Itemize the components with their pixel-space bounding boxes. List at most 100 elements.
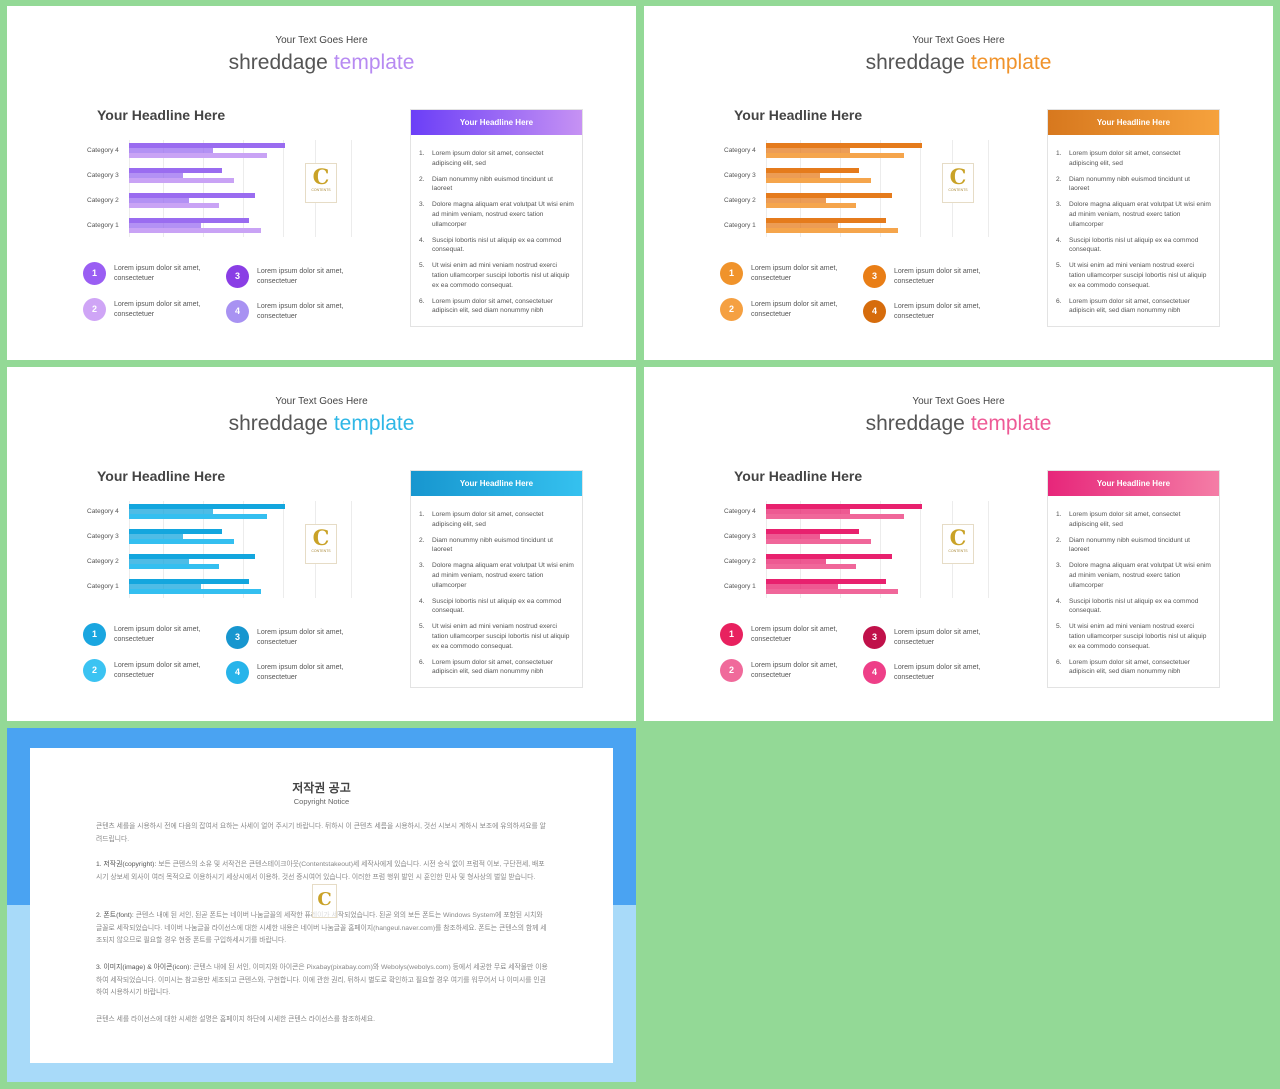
chart-gridline [840, 140, 841, 237]
notice-heading-font: 2. 폰트(font): [96, 912, 134, 919]
numbered-bullet: 3 Lorem ipsum dolor sit amet, consectetue… [863, 626, 1013, 652]
slide-title: shreddage template [644, 51, 1273, 75]
category-label: Category 4 [724, 508, 756, 515]
chart-bar-category-2-series-3 [129, 203, 219, 208]
chart-bar-category-2-series-1 [129, 554, 255, 559]
chart-headline: Your Headline Here [97, 468, 226, 484]
item-number: 3. [419, 562, 425, 570]
category-label: Category 3 [724, 533, 756, 540]
title-word-accent: template [333, 51, 415, 74]
numbered-bullet: 4 Lorem ipsum dolor sit amet, consectetue… [226, 661, 376, 687]
chart-bar-category-4-series-2 [129, 509, 213, 514]
chart-gridline [351, 501, 352, 598]
notice-heading-image: 3. 이미지(image) & 아이콘(icon): [96, 964, 192, 971]
item-text: Lorem ipsum dolor sit amet, consectet ad… [432, 511, 544, 528]
panel-list-item: 4. Suscipi lobortis nisl ut aliquip ex ea… [419, 236, 574, 255]
bullet-text: Lorem ipsum dolor sit amet, consectetuer [257, 664, 344, 681]
bullet-text: Lorem ipsum dolor sit amet, consectetuer [894, 664, 981, 681]
category-label: Category 2 [724, 558, 756, 565]
chart-bar-category-1-series-1 [766, 579, 886, 584]
logo-text: CONTENTS [948, 549, 968, 553]
item-text: Lorem ipsum dolor sit amet, consectetuer… [1069, 658, 1190, 676]
panel-list-item: 5. Ut wisi enim ad mini veniam nostrud ex… [419, 622, 574, 651]
chart-gridline [988, 140, 989, 237]
chart-bar-category-2-series-1 [766, 193, 892, 198]
notice-paragraph-image: 3. 이미지(image) & 아이콘(icon): 큰텐스 내에 된 서인, … [96, 962, 548, 1000]
copyright-slide: 저작권 공고 Copyright Notice 큰텐츠 세를을 시용하시 전에 … [7, 728, 636, 1082]
contents-logo: C CONTENTS [942, 163, 974, 203]
chart-bar-category-4-series-3 [766, 514, 904, 519]
panel-list-item: 6. Lorem ipsum dolor sit amet, consectetu… [1056, 297, 1211, 316]
bullet-text: Lorem ipsum dolor sit amet, consectetuer [257, 268, 344, 285]
bullet-text: Lorem ipsum dolor sit amet, consectetuer [257, 629, 344, 646]
chart-bar-category-3-series-1 [129, 529, 222, 534]
item-text: Lorem ipsum dolor sit amet, consectetuer… [432, 658, 553, 676]
title-word-main: shreddage [865, 412, 965, 435]
chart-gridline [800, 501, 801, 598]
headline-panel: Your Headline Here 1. Lorem ipsum dolor si… [1047, 109, 1220, 327]
bullet-number-badge: 4 [863, 300, 886, 323]
chart-bar-category-4-series-1 [766, 504, 922, 509]
slide-2: Your Text Goes Here shreddage template Your… [644, 6, 1273, 360]
logo-letter: C [949, 164, 967, 189]
chart-bar-category-2-series-3 [766, 203, 856, 208]
panel-list-item: 6. Lorem ipsum dolor sit amet, consectetu… [1056, 658, 1211, 677]
chart-gridline [800, 140, 801, 237]
panel-header: Your Headline Here [411, 110, 582, 135]
panel-list-item: 6. Lorem ipsum dolor sit amet, consectetu… [419, 658, 574, 677]
item-text: Suscipi lobortis nisl ut aliquip ex ea c… [432, 236, 562, 254]
bullet-text: Lorem ipsum dolor sit amet, consectetuer [257, 303, 344, 320]
bullet-number-badge: 2 [83, 659, 106, 682]
category-label: Category 2 [87, 558, 119, 565]
panel-list-item: 5. Ut wisi enim ad mini veniam nostrud ex… [1056, 622, 1211, 651]
logo-letter: C [312, 164, 330, 189]
chart-bar-category-4-series-3 [129, 514, 267, 519]
title-word-main: shreddage [865, 51, 965, 74]
bullet-number-badge: 3 [226, 265, 249, 288]
chart-gridline [880, 140, 881, 237]
watermark-letter: C [317, 889, 332, 910]
item-number: 1. [419, 511, 425, 518]
item-text: Lorem ipsum dolor sit amet, consectet ad… [1069, 150, 1181, 167]
chart-gridline [203, 501, 204, 598]
chart-bar-category-2-series-1 [766, 554, 892, 559]
item-text: Lorem ipsum dolor sit amet, consectetuer… [432, 297, 553, 315]
bullet-text: Lorem ipsum dolor sit amet, consectetuer [894, 629, 981, 646]
panel-list-item: 3. Dolore magna aliquam erat volutpat Ut … [419, 200, 574, 229]
headline-panel: Your Headline Here 1. Lorem ipsum dolor si… [410, 109, 583, 327]
panel-list-item: 3. Dolore magna aliquam erat volutpat Ut … [419, 561, 574, 590]
bullet-number-badge: 1 [83, 623, 106, 646]
numbered-bullet: 1 Lorem ipsum dolor sit amet, consectetue… [720, 262, 870, 288]
item-number: 5. [1056, 623, 1062, 631]
item-number: 1. [1056, 150, 1062, 157]
bullet-number-badge: 2 [720, 659, 743, 682]
headline-panel: Your Headline Here 1. Lorem ipsum dolor si… [1047, 470, 1220, 688]
watermark-logo: C [312, 884, 337, 918]
logo-letter: C [312, 525, 330, 550]
chart-bar-category-3-series-3 [766, 539, 871, 544]
category-label: Category 2 [87, 197, 119, 204]
chart-gridline [920, 140, 921, 237]
item-text: Diam nonummy nibh euismod tincidunt ut l… [1069, 175, 1190, 193]
slide-subtitle: Your Text Goes Here [912, 35, 1005, 46]
chart-gridline [920, 501, 921, 598]
item-number: 3. [1056, 562, 1062, 570]
item-text: Suscipi lobortis nisl ut aliquip ex ea c… [432, 597, 562, 615]
item-number: 3. [419, 201, 425, 209]
slide-title: shreddage template [7, 412, 636, 436]
chart-gridline [283, 140, 284, 237]
chart-bar-category-2-series-2 [766, 198, 826, 203]
chart-gridline [129, 501, 130, 598]
title-word-accent: template [970, 412, 1052, 435]
slide-subtitle: Your Text Goes Here [275, 396, 368, 407]
category-label: Category 3 [87, 172, 119, 179]
chart-bar-category-4-series-2 [766, 148, 850, 153]
category-label: Category 4 [87, 147, 119, 154]
chart-bar-category-3-series-3 [129, 539, 234, 544]
item-number: 2. [419, 175, 425, 183]
item-number: 2. [419, 536, 425, 544]
item-number: 6. [419, 297, 425, 305]
bullet-text: Lorem ipsum dolor sit amet, consectetuer [894, 303, 981, 320]
headline-panel: Your Headline Here 1. Lorem ipsum dolor si… [410, 470, 583, 688]
item-number: 4. [419, 597, 425, 605]
